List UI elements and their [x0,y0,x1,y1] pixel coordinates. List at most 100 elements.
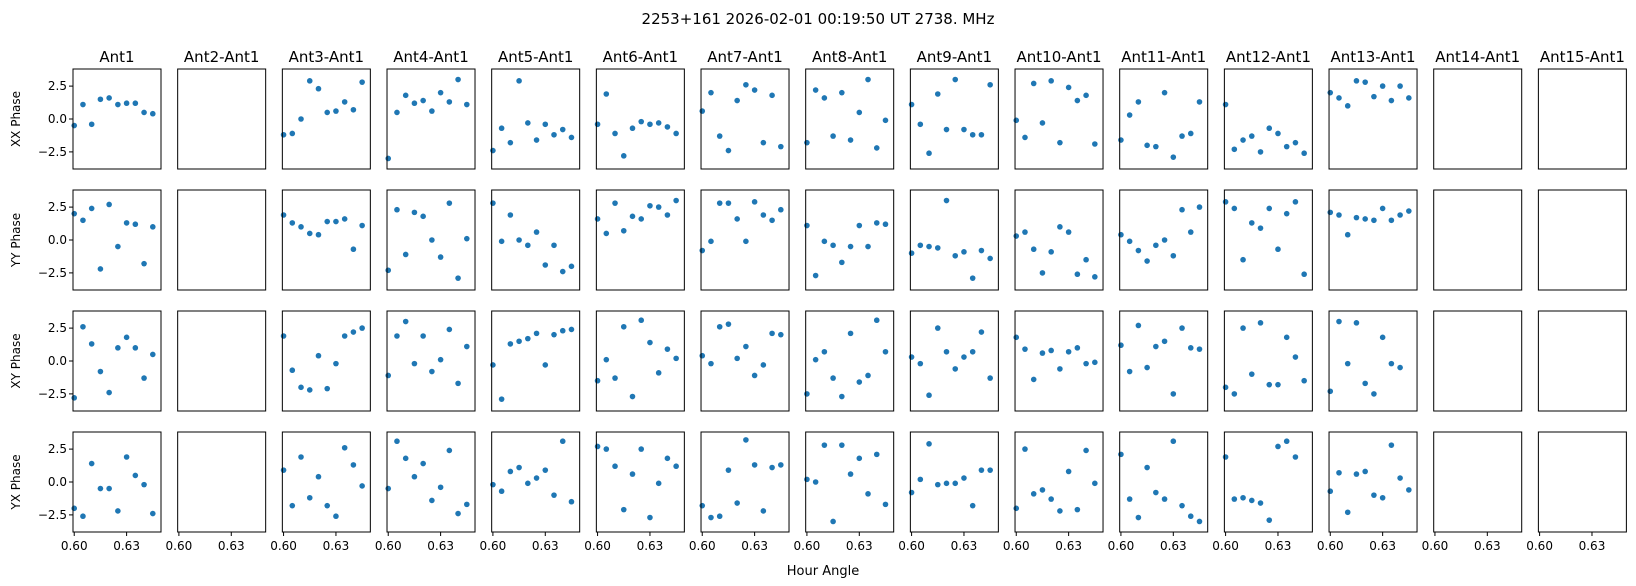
panel-frame [1328,68,1418,170]
data-point [498,396,505,402]
data-point [97,368,104,375]
panel-frame [386,431,476,533]
data-point [969,131,976,138]
data-point [1283,143,1290,150]
panel-frame [1328,431,1418,533]
column-title: Ant13-Ant1 [1331,48,1416,66]
data-point [97,266,104,272]
data-point [1388,97,1395,104]
data-point [978,247,985,254]
data-point [673,197,679,204]
data-point [359,79,365,85]
data-point [716,323,723,330]
data-point [324,385,331,392]
data-point [455,510,461,517]
data-point [934,325,941,331]
data-point [525,242,531,249]
panel-frame [491,68,581,170]
data-point [359,325,365,331]
x-tick-label: 0.63 [218,539,245,553]
data-point [830,242,836,249]
x-tick-label: 0.63 [1579,539,1606,553]
panel [1433,189,1523,291]
panel [1537,310,1627,412]
data-point [1292,139,1299,146]
data-point [525,335,531,342]
data-point [734,500,740,506]
panel-frame [281,310,371,412]
data-point [1222,199,1229,205]
x-tick-label: 0.63 [532,539,559,553]
data-point [769,92,775,99]
data-point [856,109,863,116]
data-point [516,338,522,345]
panel: Ant9-Ant1 [908,48,999,170]
data-point [280,467,287,473]
data-point [490,147,496,154]
data-point [708,514,714,521]
data-point [106,485,112,492]
data-point [1179,206,1185,213]
data-point [306,387,313,393]
data-point [115,508,121,514]
data-point [1118,342,1124,349]
data-point [498,125,505,132]
data-point [751,87,758,93]
x-tick-label: 0.63 [323,539,350,553]
data-point [1022,346,1028,352]
data-point [559,268,566,275]
data-point [71,210,78,217]
panel-frame [1537,431,1627,533]
x-tick-label: 0.60 [270,539,297,553]
data-point [1118,137,1124,143]
data-point [812,479,819,485]
data-point [1353,320,1360,326]
panel-frame [177,431,267,533]
data-point [280,212,287,218]
data-point [1030,491,1037,497]
data-point [1074,506,1081,513]
panel: 0.60 0.63 [898,431,999,553]
data-point [1336,212,1342,218]
panel [1537,189,1627,291]
data-point [1187,513,1194,520]
panel: Ant13-Ant1 [1327,48,1418,170]
panel-grid: XX Phase Ant1 2.5 0.0 −2.5 Ant2-Ant1 Ant3-Ant1… [9,48,1627,553]
data-point [708,360,714,367]
data-point [1275,443,1281,450]
data-point [1161,338,1168,345]
panel: 0.60 0.63 [1212,431,1313,553]
data-point [1406,487,1412,493]
y-tick-label: 2.5 [48,79,67,93]
panel-frame [595,431,685,533]
data-point [943,197,950,204]
column-title: Ant6-Ant1 [603,48,678,66]
x-tick-label: 0.60 [584,539,611,553]
y-tick-label: −2.5 [38,266,67,280]
data-point [1039,120,1046,126]
data-point [943,126,950,133]
data-point [1379,494,1386,501]
panel: 0.60 0.63 [689,431,790,553]
panel [804,310,895,412]
data-point [1030,80,1037,87]
data-point [934,245,941,251]
data-point [664,455,671,462]
data-point [1153,242,1159,249]
data-point [280,131,287,138]
data-point [568,498,575,505]
panel-frame [386,310,476,412]
data-point [80,513,86,520]
data-point [612,463,618,470]
data-point [969,502,976,509]
data-point [734,355,740,362]
data-point [1275,381,1281,388]
data-point [1057,508,1063,514]
data-point [88,460,95,467]
data-point [315,85,322,92]
data-point [620,506,627,513]
data-point [106,201,112,208]
data-point [1135,514,1142,521]
data-point [1362,216,1368,222]
data-point [559,327,566,334]
